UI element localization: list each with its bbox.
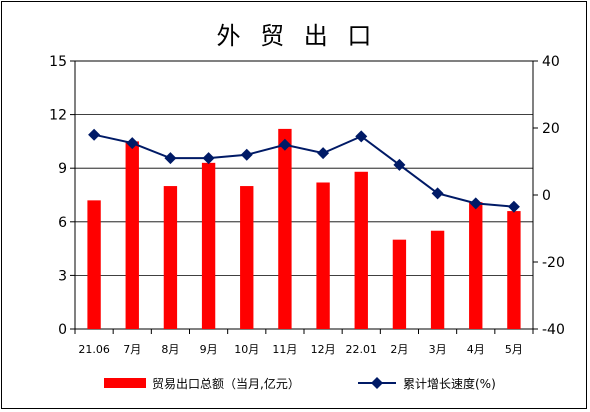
grid-lines — [75, 114, 533, 276]
bar — [278, 128, 292, 329]
x-tick-label: 11月 — [272, 343, 297, 356]
bar — [354, 171, 368, 329]
bar — [163, 186, 178, 329]
bar — [469, 202, 483, 329]
x-tick-label: 10月 — [234, 343, 259, 356]
line-point — [202, 152, 215, 165]
chart-title: 外 贸 出 口 — [217, 22, 378, 50]
right-tick-label: -20 — [542, 255, 565, 271]
legend: 贸易出口总额（当月,亿元） 累计增长速度(%) — [104, 376, 496, 391]
x-tick-label: 21.06 — [78, 343, 110, 356]
left-tick-label: 9 — [58, 161, 67, 177]
bar — [201, 162, 216, 329]
legend-line-label: 累计增长速度(%) — [403, 376, 496, 391]
bar-series — [87, 128, 521, 329]
bar — [240, 186, 254, 329]
left-tick-label: 15 — [49, 54, 67, 70]
legend-bar-label: 贸易出口总额（当月,亿元） — [152, 376, 300, 391]
line-point — [240, 148, 253, 161]
legend-line-marker — [371, 377, 383, 389]
bar — [507, 211, 521, 329]
growth-line — [93, 133, 515, 208]
x-tick-label: 3月 — [429, 343, 447, 356]
legend-bar-swatch — [104, 378, 146, 388]
right-tick-label: 0 — [542, 188, 551, 204]
x-axis: 21.06 7月 8月 9月 10月 11月 12月 22.01 2月 3月 4月 5月 — [74, 329, 534, 356]
right-tick-label: 40 — [542, 54, 560, 70]
x-tick-label: 9月 — [200, 343, 218, 356]
bar — [87, 200, 101, 329]
x-tick-label: 12月 — [311, 343, 336, 356]
x-tick-label: 22.01 — [346, 343, 378, 356]
right-tick-label: 20 — [542, 121, 560, 137]
x-tick-label: 7月 — [123, 343, 141, 356]
x-tick-label: 5月 — [505, 343, 523, 356]
left-tick-label: 3 — [58, 268, 67, 284]
plot-area — [74, 60, 534, 330]
x-tick-label: 8月 — [161, 343, 179, 356]
right-tick-label: -40 — [542, 322, 565, 338]
line-point — [355, 130, 368, 143]
bar — [392, 239, 407, 329]
left-tick-label: 6 — [58, 215, 67, 231]
x-tick-label: 4月 — [467, 343, 485, 356]
line-point — [431, 187, 444, 200]
line-point — [317, 147, 330, 160]
line-point — [278, 138, 291, 151]
bar — [125, 141, 139, 329]
line-point — [164, 152, 177, 165]
line-series — [88, 128, 520, 213]
line-point — [88, 128, 101, 141]
line-point — [393, 158, 406, 171]
bar — [316, 182, 330, 329]
line-point — [126, 137, 139, 150]
line-point — [469, 197, 482, 210]
right-axis: -40 -20 0 20 40 — [533, 54, 565, 338]
line-point — [507, 200, 520, 213]
x-tick-label: 2月 — [390, 343, 408, 356]
left-axis: 0 3 6 9 12 15 — [49, 54, 75, 338]
bar — [430, 230, 445, 329]
left-tick-label: 0 — [58, 322, 67, 338]
left-tick-label: 12 — [49, 108, 67, 124]
